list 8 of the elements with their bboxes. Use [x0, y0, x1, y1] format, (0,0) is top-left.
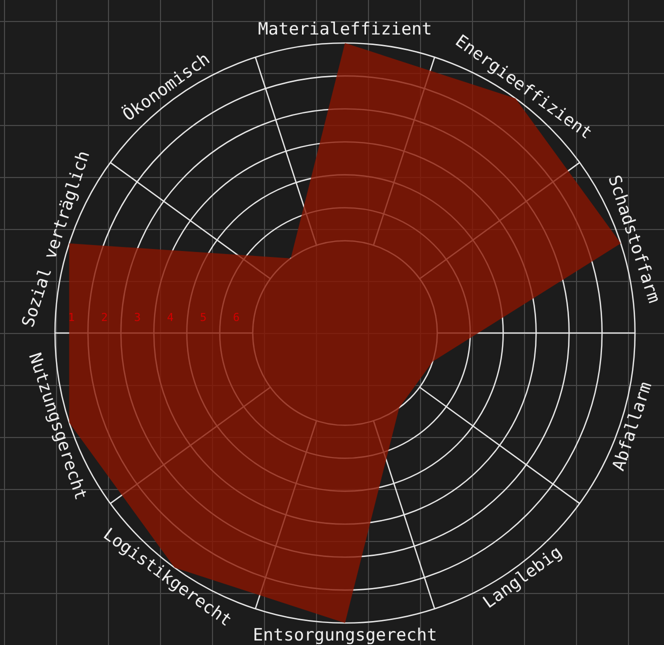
spoke-label: Entsorgungsgerecht: [252, 625, 438, 645]
spoke-label: Materialeffizient: [258, 19, 432, 40]
y-tick-label: 3: [134, 310, 141, 324]
y-tick-label: 5: [200, 310, 207, 324]
y-tick-label: 2: [101, 310, 108, 324]
y-tick-label: 1: [68, 310, 75, 324]
y-tick-label: 4: [167, 310, 174, 324]
y-tick-label: 6: [232, 310, 240, 324]
